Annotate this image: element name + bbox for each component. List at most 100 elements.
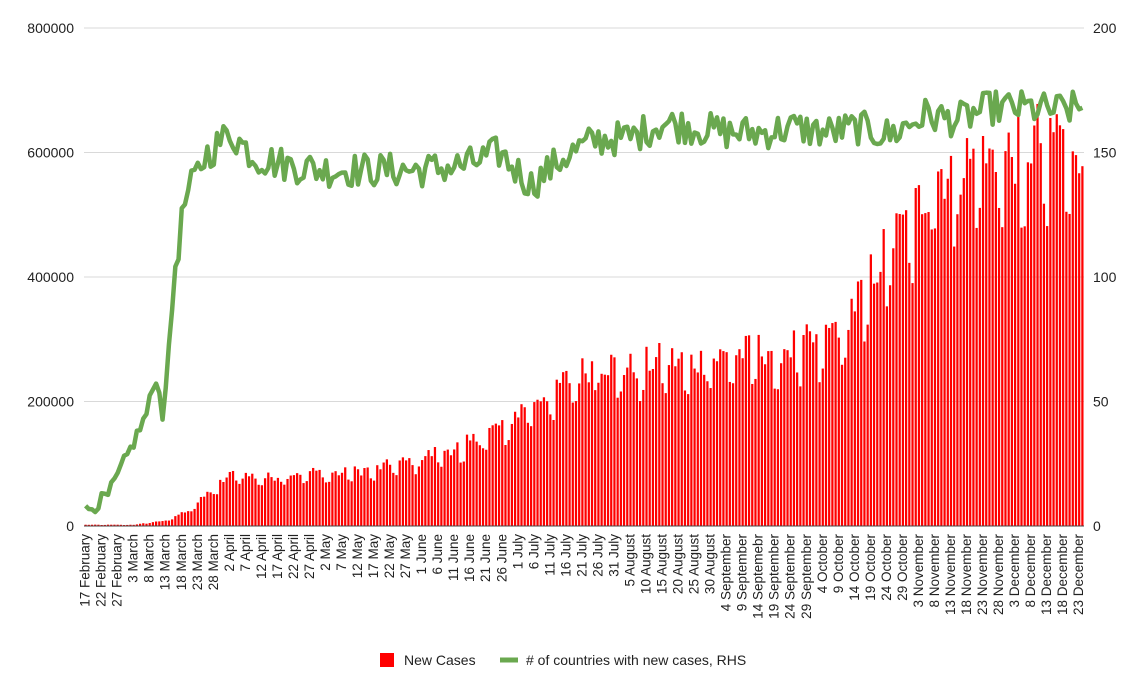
bar-new-cases <box>757 334 760 526</box>
bar-new-cases <box>382 462 385 526</box>
bar-new-cases <box>600 373 603 526</box>
x-tick-label: 21 June <box>478 534 493 582</box>
bar-new-cases <box>613 357 616 526</box>
right-tick-label: 50 <box>1093 394 1109 410</box>
bar-new-cases <box>917 185 921 526</box>
legend-new-cases-label: New Cases <box>404 652 476 668</box>
x-tick-label: 18 November <box>959 534 974 616</box>
bar-new-cases <box>337 475 340 526</box>
bar-new-cases <box>292 475 296 526</box>
x-tick-label: 17 May <box>366 534 381 579</box>
bar-new-cases <box>895 213 898 526</box>
x-tick-label: 26 June <box>494 534 509 582</box>
x-tick-label: 18 December <box>1055 534 1070 616</box>
bar-new-cases <box>206 491 209 526</box>
bar-new-cases <box>776 389 780 526</box>
countries-line <box>84 89 1084 515</box>
x-tick-label: 5 August <box>622 534 637 587</box>
bar-new-cases <box>738 349 741 526</box>
left-tick-label: 400000 <box>27 269 74 285</box>
bar-new-cases <box>674 366 677 526</box>
bar-new-cases <box>555 379 558 526</box>
bar-new-cases <box>898 214 901 526</box>
bar-new-cases <box>828 327 831 526</box>
bar-new-cases <box>1052 132 1055 526</box>
bar-new-cases <box>90 524 94 526</box>
left-tick-label: 800000 <box>27 20 74 36</box>
bar-new-cases <box>462 461 465 526</box>
bar-new-cases <box>145 523 148 526</box>
bar-new-cases <box>94 524 97 526</box>
bar-new-cases <box>773 388 776 526</box>
right-axis: 0 50 100 150 200 <box>1093 20 1117 534</box>
bar-new-cases <box>671 348 674 526</box>
bar-new-cases <box>347 479 350 526</box>
bar-new-cases <box>1039 143 1042 526</box>
bar-new-cases <box>392 472 395 526</box>
x-tick-label: 6 July <box>526 534 541 570</box>
bar-new-cases <box>629 353 632 526</box>
bar-new-cases <box>1046 226 1049 526</box>
bar-new-cases <box>549 414 552 526</box>
bar-new-cases <box>930 229 933 526</box>
bar-new-cases <box>972 148 975 526</box>
x-tick-label: 27 April <box>302 534 317 579</box>
bar-new-cases <box>196 502 199 526</box>
bar-new-cases <box>914 188 917 526</box>
bar-new-cases <box>305 481 308 526</box>
bar-new-cases <box>238 483 241 526</box>
x-tick-label: 22 April <box>286 534 301 579</box>
bar-new-cases <box>860 279 863 526</box>
bar-new-cases <box>1010 157 1014 526</box>
bar-new-cases <box>597 382 600 526</box>
bar-new-cases <box>786 350 789 526</box>
bar-new-cases <box>815 334 818 526</box>
bar-new-cases <box>709 388 712 526</box>
x-tick-label: 23 March <box>190 534 205 590</box>
bar-new-cases <box>138 523 142 526</box>
x-tick-label: 6 June <box>430 534 445 575</box>
bar-new-cases <box>187 511 190 526</box>
bar-new-cases <box>869 254 872 526</box>
bar-new-cases <box>427 450 430 526</box>
bar-new-cases <box>981 136 985 526</box>
bar-new-cases <box>626 367 629 526</box>
bar-new-cases <box>449 455 453 526</box>
bar-new-cases <box>417 466 421 526</box>
bar-new-cases <box>645 346 648 526</box>
bar-new-cases <box>690 354 693 526</box>
bar-new-cases <box>421 460 424 526</box>
bar-new-cases <box>747 335 751 526</box>
bar-new-cases <box>376 465 379 526</box>
bar-new-cases <box>1036 103 1039 526</box>
x-tick-label: 8 November <box>927 534 942 608</box>
x-tick-label: 24 September <box>783 534 798 619</box>
bar-new-cases <box>244 472 247 526</box>
bar-new-cases <box>520 404 523 526</box>
bar-new-cases <box>818 382 821 526</box>
bar-new-cases <box>453 449 456 526</box>
bar-new-cases <box>574 401 578 526</box>
bar-new-cases <box>193 508 196 526</box>
bar-new-cases <box>844 357 847 526</box>
bar-new-cases <box>430 456 433 526</box>
bar-new-cases <box>369 478 372 526</box>
right-tick-label: 0 <box>1093 518 1101 534</box>
bar-new-cases <box>203 496 206 526</box>
bar-new-cases <box>222 482 225 526</box>
bar-new-cases <box>174 516 177 526</box>
bar-new-cases <box>590 361 594 526</box>
bar-new-cases <box>1013 183 1017 526</box>
bar-new-cases <box>840 364 844 526</box>
bar-new-cases <box>411 465 414 526</box>
bar-new-cases <box>853 311 856 526</box>
bar-new-cases <box>796 372 799 526</box>
bar-new-cases <box>308 471 312 526</box>
bar-new-cases <box>215 494 219 526</box>
bar-new-cases <box>808 331 812 526</box>
bar-new-cases <box>654 357 658 526</box>
bar-new-cases <box>1026 162 1030 527</box>
bar-new-cases <box>680 352 683 526</box>
bar-new-cases <box>863 341 866 526</box>
bar-new-cases <box>792 330 796 526</box>
